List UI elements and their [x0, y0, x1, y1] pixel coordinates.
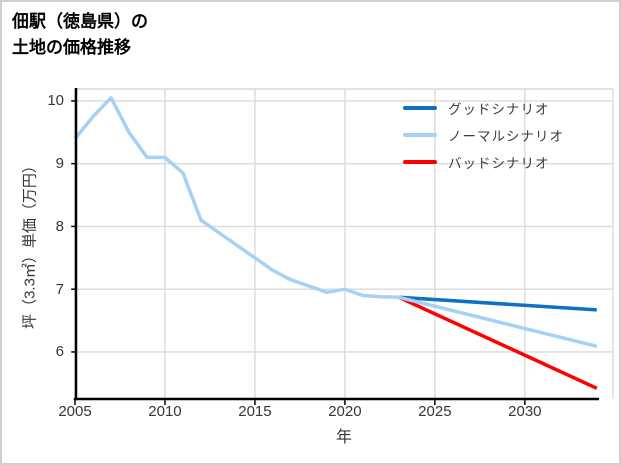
legend-item-normal-scenario: ノーマルシナリオ [403, 121, 564, 148]
x-tick-label: 2020 [328, 403, 362, 420]
normal-scenario-line-swatch [403, 132, 437, 137]
y-tick-label: 8 [55, 217, 64, 235]
chart-title-line1: 佃駅（徳島県）の [12, 12, 148, 31]
legend-item-bad-scenario: バッドシナリオ [403, 148, 564, 175]
y-tick-label: 10 [47, 92, 64, 110]
x-tick-label: 2015 [238, 403, 272, 420]
y-tick-label: 6 [55, 343, 64, 361]
y-axis-label: 坪（3.3㎡）単価（万円） [21, 158, 39, 329]
legend-item-good-scenario: グッドシナリオ [403, 94, 564, 121]
x-tick-label: 2030 [508, 403, 542, 420]
good-scenario-line-swatch [403, 105, 437, 110]
series-line-グッドシナリオ [398, 295, 597, 312]
y-tick-label: 9 [55, 155, 64, 173]
series-line-ノーマルシナリオ [73, 96, 598, 348]
series-line-バッドシナリオ [398, 295, 598, 390]
legend-label-good: グッドシナリオ [448, 101, 550, 117]
chart-title: 佃駅（徳島県）の 土地の価格推移 [12, 9, 148, 60]
x-axis-label: 年 [335, 429, 353, 446]
bad-scenario-line-swatch [403, 159, 437, 164]
y-tick-label: 7 [55, 280, 64, 298]
chart-title-line2: 土地の価格推移 [12, 37, 131, 57]
x-tick-label: 2010 [148, 403, 182, 420]
x-tick-label: 2025 [418, 403, 452, 420]
legend-label-bad: バッドシナリオ [448, 155, 550, 171]
x-tick-label: 2005 [58, 403, 92, 420]
legend-label-normal: ノーマルシナリオ [448, 128, 564, 144]
chart-legend: グッドシナリオ ノーマルシナリオ バッドシナリオ [403, 94, 564, 175]
